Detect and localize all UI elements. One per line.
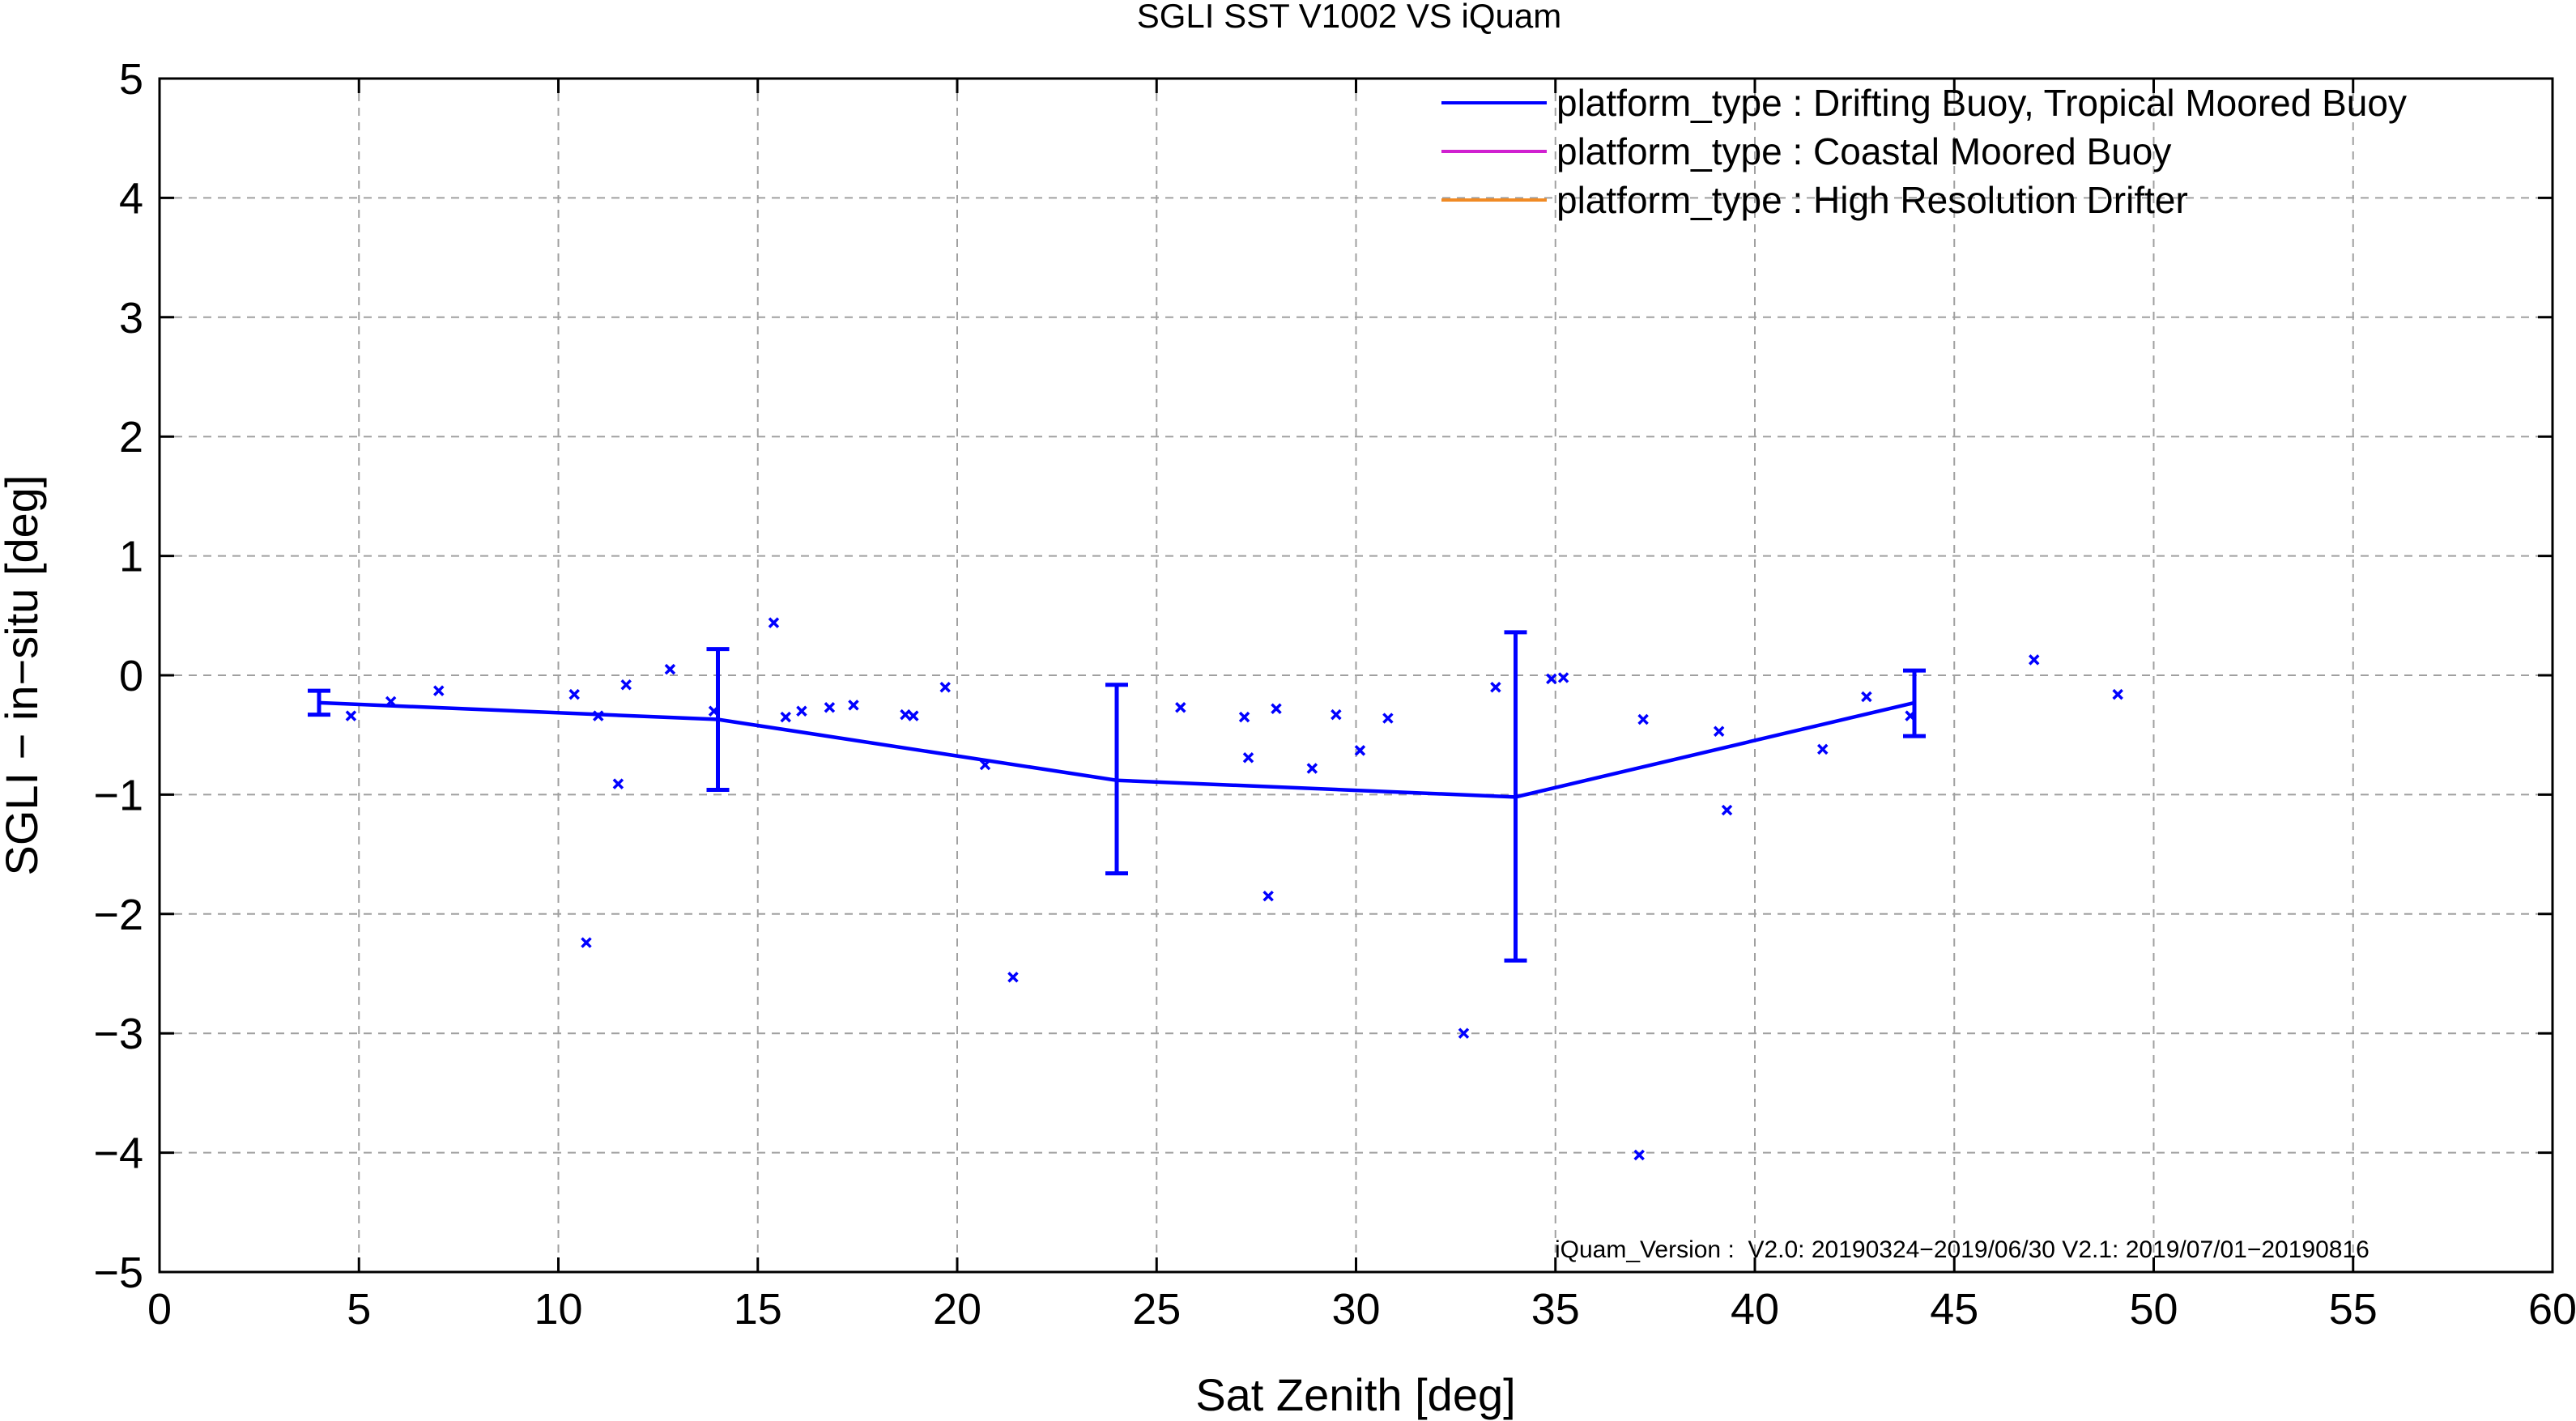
scatter-point <box>1306 763 1318 774</box>
series-0 <box>308 617 2123 1161</box>
x-tick-label: 45 <box>1930 1285 1978 1334</box>
chart-title: SGLI SST V1002 VS iQuam <box>1137 0 1562 35</box>
scatter-point <box>1721 804 1733 816</box>
scatter-point <box>1262 890 1274 902</box>
error-bar <box>1504 630 1527 963</box>
grid <box>160 79 2553 1272</box>
y-tick-label: −4 <box>93 1130 143 1178</box>
scatter-point <box>1007 972 1019 983</box>
scatter-point <box>1458 1027 1470 1039</box>
y-tick-label: −1 <box>93 771 143 819</box>
x-tick-label: 40 <box>1731 1285 1779 1334</box>
x-tick-label: 20 <box>933 1285 981 1334</box>
scatter-point <box>768 617 780 628</box>
error-bar <box>1903 668 1926 738</box>
scatter-point <box>900 708 911 721</box>
y-tick-label: 0 <box>119 652 143 700</box>
y-tick-label: 3 <box>119 294 143 342</box>
x-tick-label: 50 <box>2129 1285 2178 1334</box>
scatter-point <box>664 663 676 675</box>
y-tick-label: 1 <box>119 533 143 581</box>
x-tick-label: 25 <box>1132 1285 1181 1334</box>
scatter-point <box>1861 691 1872 703</box>
scatter-point <box>345 710 357 721</box>
scatter-point <box>1242 751 1254 764</box>
y-axis-title: SGLI − in−situ [deg] <box>0 475 47 876</box>
scatter-point <box>824 702 836 713</box>
y-tick-label: −5 <box>93 1249 143 1297</box>
x-tick-label: 5 <box>347 1285 371 1334</box>
axis-ticks <box>158 77 2554 1274</box>
scatter-point <box>1633 1149 1645 1161</box>
scatter-point <box>1331 708 1342 721</box>
x-tick-labels: 0 5 10 15 20 25 30 35 40 45 50 55 60 <box>147 1285 2576 1334</box>
y-tick-label: 5 <box>119 55 143 104</box>
x-tick-label: 15 <box>734 1285 782 1334</box>
scatter-point <box>908 710 919 721</box>
y-tick-label: 2 <box>119 413 143 462</box>
y-tick-label: 4 <box>119 174 143 223</box>
scatter-point <box>433 685 445 696</box>
x-tick-label: 35 <box>1531 1285 1580 1334</box>
scatter-point <box>1816 743 1829 755</box>
scatter-point <box>1175 702 1186 713</box>
error-bar <box>706 647 730 793</box>
x-tick-label: 30 <box>1331 1285 1380 1334</box>
iquam-version-note: iQuam_Version : V2.0: 20190324−2019/06/3… <box>1555 1236 2369 1263</box>
legend-label-high-resolution-drifter: platform_type : High Resolution Drifter <box>1556 179 2188 221</box>
legend: platform_type : Drifting Buoy, Tropical … <box>1441 82 2407 221</box>
scatter-point <box>1490 682 1501 693</box>
y-tick-label: −2 <box>93 891 143 939</box>
y-tick-label: −3 <box>93 1010 143 1058</box>
scatter-point <box>1713 725 1725 738</box>
scatter-point <box>780 711 791 723</box>
scatter-point <box>620 679 632 691</box>
x-tick-label: 10 <box>534 1285 582 1334</box>
x-tick-label: 0 <box>147 1285 172 1334</box>
x-axis-title: Sat Zenith [deg] <box>1195 1369 1515 1420</box>
scatter-point <box>1271 703 1282 715</box>
scatter-point <box>848 700 859 711</box>
x-tick-label: 60 <box>2528 1285 2576 1334</box>
scatter-point <box>939 682 951 693</box>
scatter-point <box>2112 688 2123 700</box>
scatter-point <box>1354 745 1366 756</box>
scatter-point <box>2029 654 2040 666</box>
error-bar <box>1105 683 1128 876</box>
scatter-point <box>1557 672 1569 683</box>
scatter-point <box>581 937 592 948</box>
plot-data <box>308 617 2123 1161</box>
legend-label-coastal-moored-buoy: platform_type : Coastal Moored Buoy <box>1556 130 2171 172</box>
scatter-point <box>1382 713 1394 724</box>
scatter-point <box>1546 673 1557 685</box>
error-bar <box>308 688 330 717</box>
scatter-point <box>1637 713 1649 725</box>
x-tick-label: 55 <box>2329 1285 2378 1334</box>
scatter-point <box>612 778 624 789</box>
scatter-point <box>1238 711 1250 723</box>
scatter-point <box>568 688 580 700</box>
legend-label-drifting-buoy: platform_type : Drifting Buoy, Tropical … <box>1556 82 2407 124</box>
y-tick-labels: −5 −4 −3 −2 −1 0 1 2 3 4 5 <box>93 55 143 1297</box>
scatter-point <box>796 705 807 717</box>
